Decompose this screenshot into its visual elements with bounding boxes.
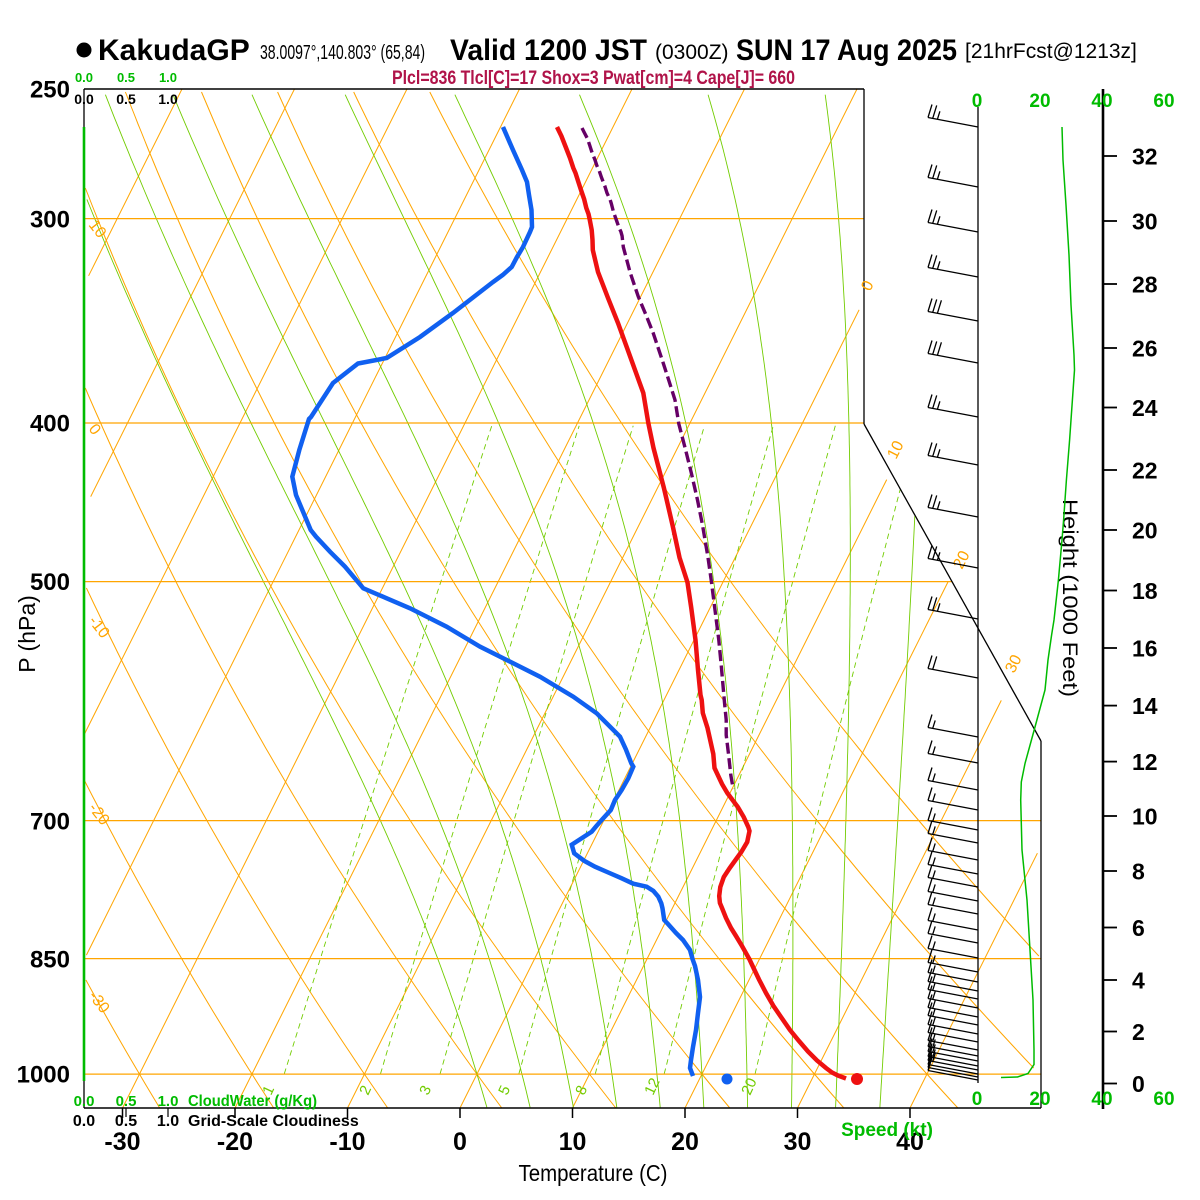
svg-text:10: 10 bbox=[1132, 804, 1158, 830]
svg-text:0.5: 0.5 bbox=[115, 1113, 137, 1130]
svg-text:-20: -20 bbox=[217, 1128, 253, 1156]
svg-text:40: 40 bbox=[1091, 1089, 1112, 1110]
svg-text:60: 60 bbox=[1153, 91, 1174, 112]
svg-text:10: 10 bbox=[559, 1128, 587, 1156]
svg-text:20: 20 bbox=[738, 1075, 760, 1097]
svg-text:Height (1000 Feet): Height (1000 Feet) bbox=[1058, 499, 1082, 697]
svg-text:14: 14 bbox=[1132, 693, 1158, 719]
svg-text:0.0: 0.0 bbox=[74, 1093, 95, 1110]
svg-text:Valid 1200 JST: Valid 1200 JST bbox=[450, 34, 647, 67]
svg-text:6: 6 bbox=[1132, 915, 1145, 941]
svg-text:28: 28 bbox=[1132, 272, 1158, 298]
svg-text:Temperature (C): Temperature (C) bbox=[519, 1160, 668, 1186]
svg-text:0: 0 bbox=[1132, 1071, 1145, 1097]
svg-text:P (hPa): P (hPa) bbox=[14, 595, 40, 673]
svg-text:2: 2 bbox=[1132, 1019, 1145, 1045]
svg-text:0: 0 bbox=[453, 1128, 467, 1156]
svg-text:12: 12 bbox=[1132, 749, 1158, 775]
svg-text:4: 4 bbox=[1132, 968, 1145, 994]
svg-text:0.5: 0.5 bbox=[116, 91, 136, 107]
svg-text:1.0: 1.0 bbox=[158, 1093, 179, 1110]
svg-text:22: 22 bbox=[1132, 458, 1158, 484]
svg-text:24: 24 bbox=[1132, 395, 1158, 421]
svg-text:10: 10 bbox=[884, 438, 907, 462]
svg-text:CloudWater (g/Kg): CloudWater (g/Kg) bbox=[188, 1093, 317, 1110]
svg-text:300: 300 bbox=[30, 207, 70, 234]
svg-text:38.0097°,140.803° (65,84): 38.0097°,140.803° (65,84) bbox=[260, 42, 425, 64]
svg-text:1.0: 1.0 bbox=[159, 70, 177, 85]
svg-text:30: 30 bbox=[1002, 652, 1025, 676]
svg-text:Grid-Scale Cloudiness: Grid-Scale Cloudiness bbox=[188, 1113, 359, 1130]
svg-text:500: 500 bbox=[30, 569, 70, 596]
svg-text:(0300Z): (0300Z) bbox=[655, 41, 729, 64]
svg-text:40: 40 bbox=[896, 1128, 924, 1156]
svg-text:20: 20 bbox=[1132, 518, 1158, 544]
svg-text:1.0: 1.0 bbox=[158, 91, 178, 107]
svg-text:40: 40 bbox=[1091, 91, 1112, 112]
svg-text:26: 26 bbox=[1132, 336, 1158, 362]
svg-text:0.5: 0.5 bbox=[116, 1093, 137, 1110]
svg-text:12: 12 bbox=[641, 1075, 663, 1097]
svg-text:-10: -10 bbox=[329, 1128, 365, 1156]
svg-text:32: 32 bbox=[1132, 144, 1158, 170]
svg-text:16: 16 bbox=[1132, 636, 1158, 662]
svg-text:18: 18 bbox=[1132, 578, 1158, 604]
svg-text:850: 850 bbox=[30, 947, 70, 974]
svg-text:20: 20 bbox=[1029, 91, 1050, 112]
svg-text:-30: -30 bbox=[104, 1128, 140, 1156]
svg-text:20: 20 bbox=[671, 1128, 699, 1156]
svg-text:8: 8 bbox=[1132, 859, 1145, 885]
svg-text:700: 700 bbox=[30, 809, 70, 836]
svg-text:Plcl=836 Tlcl[C]=17 Shox=3 Pwa: Plcl=836 Tlcl[C]=17 Shox=3 Pwat[cm]=4 Ca… bbox=[392, 68, 795, 89]
svg-text:60: 60 bbox=[1153, 1089, 1174, 1110]
svg-text:0.0: 0.0 bbox=[75, 70, 93, 85]
svg-text:0.0: 0.0 bbox=[73, 1113, 95, 1130]
svg-text:0: 0 bbox=[972, 1089, 983, 1110]
svg-text:Speed (kt): Speed (kt) bbox=[841, 1120, 933, 1141]
svg-text:30: 30 bbox=[1132, 209, 1158, 235]
svg-text:0.0: 0.0 bbox=[74, 91, 94, 107]
svg-text:250: 250 bbox=[30, 77, 70, 104]
svg-text:SUN 17 Aug 2025: SUN 17 Aug 2025 bbox=[736, 34, 957, 67]
svg-text:1.0: 1.0 bbox=[157, 1113, 179, 1130]
svg-text:400: 400 bbox=[30, 411, 70, 438]
svg-text:20: 20 bbox=[1029, 1089, 1050, 1110]
svg-text:0.5: 0.5 bbox=[117, 70, 135, 85]
svg-text:0: 0 bbox=[972, 91, 983, 112]
svg-text:1000: 1000 bbox=[17, 1062, 70, 1089]
svg-text:KakudaGP: KakudaGP bbox=[98, 34, 250, 67]
svg-text:30: 30 bbox=[784, 1128, 812, 1156]
svg-text:[21hrFcst@1213z]: [21hrFcst@1213z] bbox=[965, 40, 1137, 63]
